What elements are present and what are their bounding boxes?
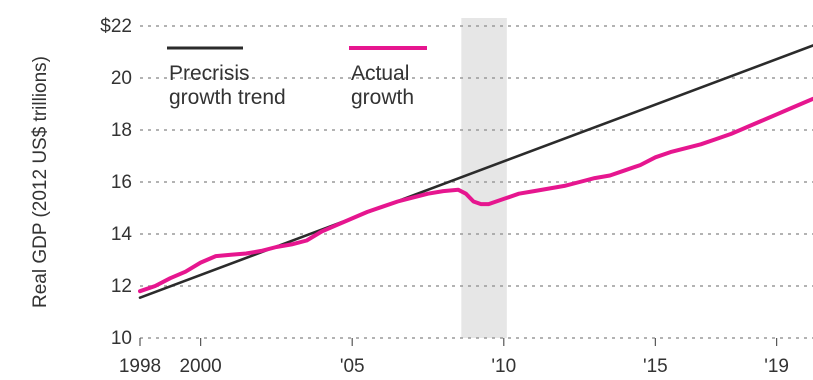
x-tick-label: '19 <box>764 356 789 377</box>
precrisis-trend-line <box>138 44 813 300</box>
y-tick-label: 18 <box>111 120 132 141</box>
gridlines <box>140 25 813 339</box>
y-tick-label: 10 <box>111 328 132 349</box>
y-tick-label: 20 <box>111 68 132 89</box>
y-tick-label: 12 <box>111 276 132 297</box>
x-tick-label: '10 <box>491 356 516 377</box>
x-axis-ticks: 1998 2000 '05 '10 '15 '19 <box>119 338 789 377</box>
x-tick-label: 1998 <box>119 356 161 377</box>
y-axis-title: Real GDP (2012 US$ trillions) <box>30 56 51 308</box>
x-tick-label: '15 <box>643 356 668 377</box>
series-lines <box>138 44 813 300</box>
y-tick-label: 16 <box>111 172 132 193</box>
legend-label-actual-line1: Actual <box>351 62 409 85</box>
recession-band <box>461 18 507 338</box>
legend-label-trend-line2: growth trend <box>169 86 286 109</box>
x-tick-label: '05 <box>340 356 365 377</box>
legend-label-trend-line1: Precrisis <box>169 62 250 85</box>
x-tick-label: 2000 <box>179 356 221 377</box>
y-tick-label: $22 <box>100 16 132 37</box>
actual-growth-line <box>138 96 813 294</box>
y-axis-ticks: 10 12 14 16 18 20 $22 <box>100 16 132 349</box>
legend: Precrisis growth trend Actual growth <box>167 46 427 109</box>
y-tick-label: 14 <box>111 224 133 245</box>
legend-label-actual-line2: growth <box>351 86 414 109</box>
